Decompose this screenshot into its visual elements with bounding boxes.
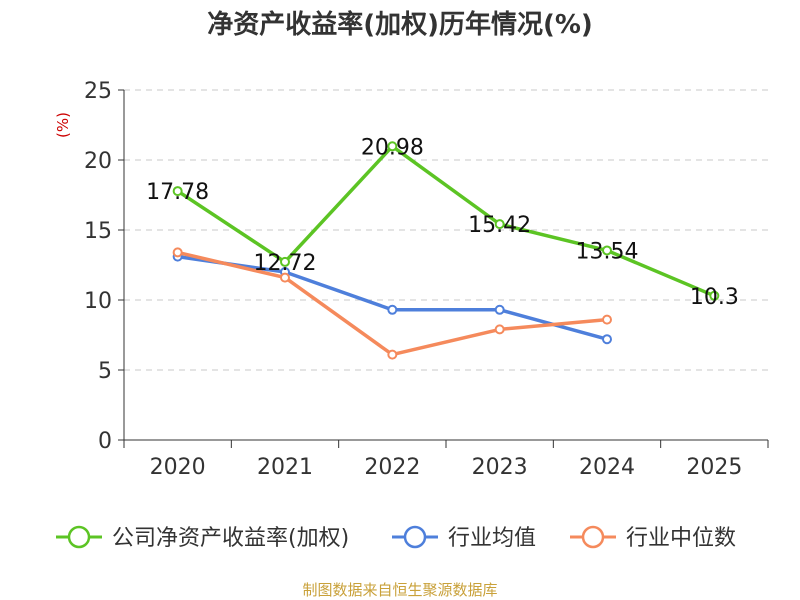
point-s1-2022 [387, 304, 398, 315]
legend: 公司净资产收益率(加权) 行业均值 行业中位数 [56, 525, 736, 551]
y-tick-label-0: 0 [98, 429, 112, 454]
data-label-2021: 12.72 [254, 251, 317, 276]
point-s2-2024 [602, 314, 612, 325]
y-tick-label-20: 20 [84, 149, 112, 174]
y-tick-label-10: 10 [84, 289, 112, 314]
chart-title: 净资产收益率(加权)历年情况(%) [207, 9, 593, 40]
legend-label-2: 行业中位数 [626, 526, 736, 551]
point-s1-2023 [494, 304, 505, 315]
point-s2-2022 [387, 349, 398, 360]
y-tick-label-25: 25 [84, 79, 112, 104]
data-labels: 17.78 12.72 20.98 15.42 13.54 10.3 [146, 135, 739, 310]
data-label-2025: 10.3 [690, 285, 739, 310]
point-s1-2024 [602, 334, 612, 345]
series-lines [172, 141, 720, 360]
point-s0-2020 [172, 186, 183, 197]
point-s2-2020 [172, 247, 183, 258]
series-line-2 [177, 250, 608, 357]
x-tick-label-2020: 2020 [150, 455, 206, 480]
legend-marker-0 [67, 525, 91, 549]
y-tick-labels: 0 5 10 15 20 25 [84, 79, 112, 454]
grid-lines [124, 89, 768, 371]
data-label-2023: 15.42 [468, 213, 531, 238]
y-tick-label-5: 5 [98, 359, 112, 384]
y-axis-unit: (%) [54, 112, 72, 138]
point-s2-2023 [494, 324, 505, 335]
x-tick-label-2025: 2025 [686, 455, 742, 480]
legend-label-0: 公司净资产收益率(加权) [112, 526, 349, 551]
point-s0-2024 [602, 245, 612, 256]
legend-marker-1 [403, 525, 427, 549]
point-s2-2021 [280, 272, 290, 283]
y-tick-label-15: 15 [84, 219, 112, 244]
x-tick-label-2022: 2022 [364, 455, 420, 480]
x-tick-labels: 2020 2021 2022 2023 2024 2025 [150, 455, 743, 480]
x-tick-label-2021: 2021 [257, 455, 313, 480]
series-line-0 [176, 144, 716, 298]
x-tick-label-2024: 2024 [579, 455, 635, 480]
point-s0-2021 [280, 256, 290, 267]
axes [118, 89, 769, 448]
legend-marker-2 [581, 525, 605, 549]
legend-label-1: 行业均值 [448, 526, 536, 551]
data-label-2024: 13.54 [576, 239, 639, 264]
data-label-2022: 20.98 [361, 135, 424, 160]
data-label-2020: 17.78 [146, 180, 209, 205]
source-note: 制图数据来自恒生聚源数据库 [302, 581, 497, 599]
x-tick-label-2023: 2023 [472, 455, 528, 480]
point-s0-2022 [387, 141, 398, 152]
point-s0-2025 [709, 290, 720, 301]
point-s0-2023 [494, 219, 505, 230]
